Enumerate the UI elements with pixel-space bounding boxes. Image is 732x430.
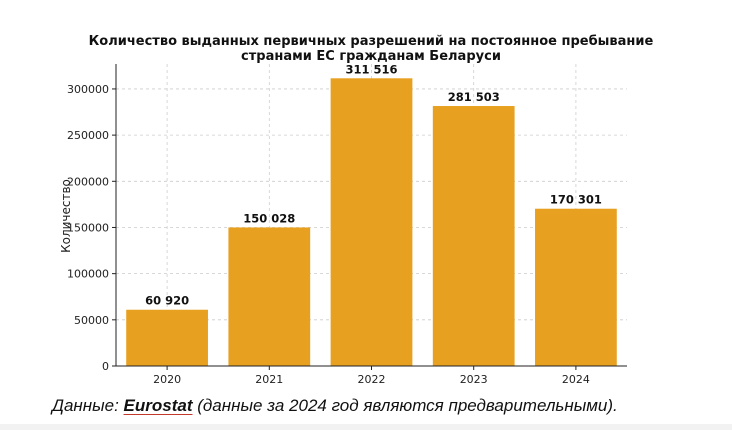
source-caption: Данные: Eurostat (данные за 2024 год явл… [52,396,618,416]
bar-2021 [228,227,311,366]
y-tick-label: 200000 [67,175,109,188]
axes: 0 50000 100000 150000 200000 250000 300000 2020… [67,64,627,386]
bottom-band [0,424,732,430]
caption-prefix: Данные: [52,396,124,415]
bar-2023 [432,106,515,366]
chart-title-line-1: Количество выданных первичных разрешений… [89,34,654,49]
caption-suffix: (данные за 2024 год являются предварител… [192,396,618,415]
value-label-2024: 170 301 [550,193,602,207]
value-label-2023: 281 503 [448,90,500,104]
bar-2022 [330,78,413,367]
value-label-2020: 60 920 [145,294,189,308]
y-tick-label: 150000 [67,221,109,234]
y-tick-label: 250000 [67,129,109,142]
source-link[interactable]: Eurostat [123,396,193,415]
bar-2020 [126,309,208,366]
chart-title-line-2: странами ЕС гражданам Беларуси [241,49,501,64]
y-axis-label: Количество [59,179,73,253]
x-tick-label-2021: 2021 [255,373,283,386]
y-tick-label: 100000 [67,268,109,281]
value-labels: 60 920 150 028 311 516 281 503 170 301 [145,62,602,307]
y-tick-label: 300000 [67,83,109,96]
value-label-2022: 311 516 [345,62,397,76]
x-tick-label-2023: 2023 [460,373,488,386]
bars [126,78,617,367]
value-label-2021: 150 028 [243,211,295,225]
bar-2024 [535,208,617,366]
x-tick-label-2022: 2022 [358,373,386,386]
x-tick-label-2024: 2024 [562,373,590,386]
y-tick-label: 0 [102,360,109,373]
y-tick-label: 50000 [74,314,109,327]
x-tick-label-2020: 2020 [153,373,181,386]
